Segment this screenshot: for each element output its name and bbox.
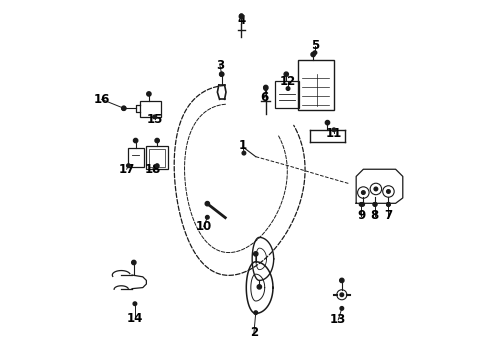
Circle shape: [361, 203, 365, 206]
Circle shape: [132, 260, 136, 265]
Circle shape: [332, 128, 336, 132]
Text: 15: 15: [147, 113, 163, 126]
Bar: [149, 149, 165, 167]
Bar: [128, 148, 144, 167]
Circle shape: [242, 151, 245, 155]
Text: 17: 17: [119, 163, 135, 176]
Circle shape: [153, 115, 156, 119]
Circle shape: [264, 87, 268, 90]
Circle shape: [284, 72, 289, 76]
Text: 12: 12: [280, 75, 296, 88]
Text: 5: 5: [311, 39, 319, 52]
Text: 10: 10: [196, 220, 212, 233]
Circle shape: [374, 187, 378, 191]
Circle shape: [155, 138, 159, 143]
Text: 16: 16: [94, 93, 110, 106]
Circle shape: [340, 278, 344, 283]
Circle shape: [205, 216, 209, 219]
Text: 13: 13: [330, 313, 346, 327]
Circle shape: [133, 138, 138, 143]
Text: 1: 1: [239, 139, 247, 152]
Circle shape: [133, 302, 137, 306]
Text: 18: 18: [144, 163, 161, 176]
Bar: [147, 146, 168, 169]
Bar: [140, 101, 161, 117]
Circle shape: [340, 293, 343, 297]
Bar: [298, 60, 334, 110]
Circle shape: [254, 311, 258, 315]
Text: 8: 8: [371, 210, 379, 222]
Circle shape: [373, 203, 377, 206]
Text: 4: 4: [237, 14, 245, 27]
Circle shape: [254, 252, 258, 256]
Circle shape: [122, 106, 126, 111]
Circle shape: [126, 164, 130, 167]
Circle shape: [387, 203, 390, 206]
Circle shape: [286, 87, 290, 90]
Text: 11: 11: [326, 127, 342, 140]
Circle shape: [313, 51, 317, 54]
Circle shape: [155, 164, 159, 167]
Circle shape: [373, 203, 377, 206]
Text: 6: 6: [261, 91, 269, 104]
Bar: [275, 81, 299, 108]
Text: 14: 14: [127, 311, 143, 325]
Circle shape: [264, 85, 268, 90]
Circle shape: [387, 190, 390, 193]
Text: 3: 3: [216, 59, 224, 72]
Circle shape: [325, 121, 330, 125]
Circle shape: [147, 92, 151, 96]
Circle shape: [220, 72, 223, 76]
Circle shape: [340, 307, 343, 310]
Circle shape: [362, 191, 365, 194]
Circle shape: [220, 72, 224, 76]
Text: 7: 7: [384, 210, 392, 222]
Circle shape: [359, 203, 363, 206]
Circle shape: [311, 52, 315, 57]
Circle shape: [240, 14, 243, 18]
Text: 9: 9: [357, 210, 366, 222]
Circle shape: [205, 202, 210, 206]
Text: 2: 2: [250, 326, 258, 339]
Circle shape: [387, 203, 390, 206]
Circle shape: [257, 285, 262, 289]
Circle shape: [122, 107, 125, 110]
Circle shape: [239, 14, 244, 19]
